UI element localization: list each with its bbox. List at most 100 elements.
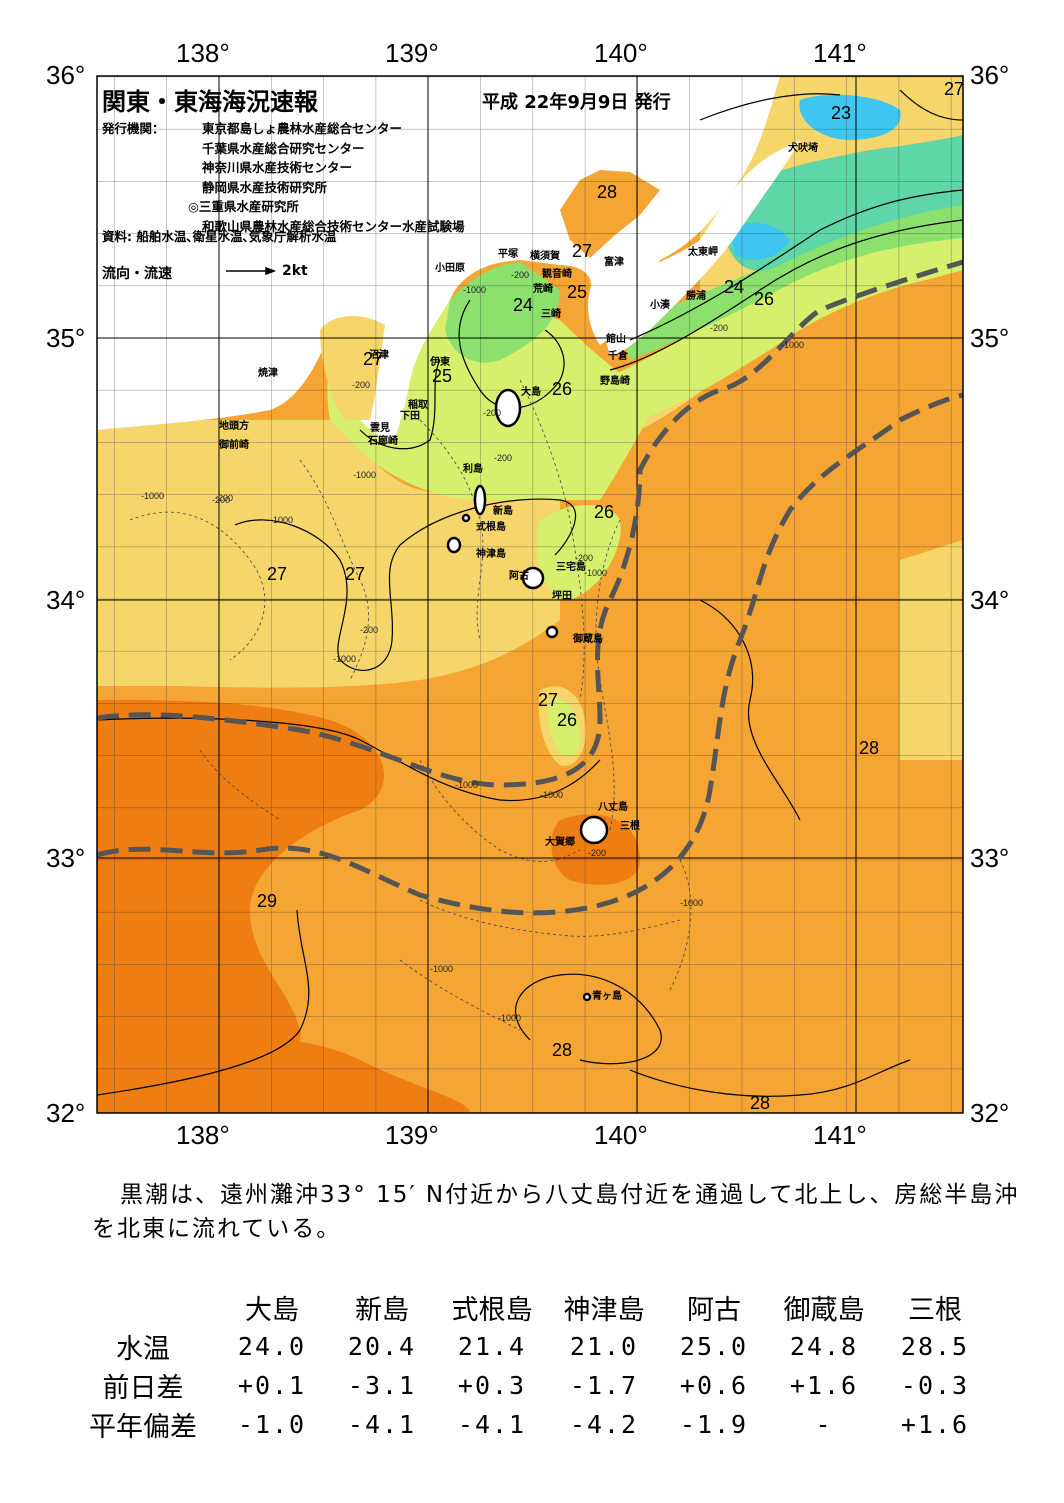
lat-label-32-left: 32° <box>46 1098 86 1128</box>
lat-label-33-left: 33° <box>46 843 86 873</box>
table-row-header: 平年偏差 <box>89 1412 197 1443</box>
issue-date: 平成 22年9月9日 発行 <box>482 92 671 113</box>
isotherm-label: 27 <box>345 564 366 584</box>
table-cell: 24.8 <box>789 1332 859 1361</box>
place-label: 犬吠埼 <box>788 143 818 154</box>
depth-label: -1000 <box>463 285 487 295</box>
depth-label: -200 <box>575 553 594 563</box>
lon-label-141-top: 141° <box>813 38 867 68</box>
isotherm-label: 29 <box>257 891 278 911</box>
isotherm-label: 26 <box>594 502 615 522</box>
table-cell: +1.6 <box>789 1371 859 1400</box>
isotherm-label: 25 <box>432 366 453 386</box>
land-honshu <box>97 76 780 440</box>
flow-scale-arrow <box>226 266 277 276</box>
place-label: 石廊崎 <box>368 436 398 447</box>
tokyo-bay-zone <box>560 170 660 258</box>
depth-label: -200 <box>710 323 729 333</box>
table-cell: -0.3 <box>900 1371 970 1400</box>
isotherm-label: 27 <box>363 349 384 369</box>
isotherm-label: 23 <box>831 103 852 123</box>
lat-label-35-right: 35° <box>970 323 1010 353</box>
table-row-header: 水温 <box>116 1334 170 1365</box>
table-col-header: 阿古 <box>687 1295 741 1326</box>
place-label: 焼津 <box>258 368 278 379</box>
lon-label-141-bottom: 141° <box>813 1120 867 1150</box>
temp-zone-26-east <box>600 235 963 420</box>
issuer-item: 千葉県水産総合研究センター <box>202 140 365 156</box>
depth-label: -1000 <box>353 470 377 480</box>
place-label: 太東岬 <box>688 247 718 258</box>
place-label: 御蔵島 <box>573 634 603 645</box>
lon-label-138-bottom: 138° <box>176 1120 230 1150</box>
table-cell: -1.7 <box>569 1371 639 1400</box>
table-cell: 25.0 <box>679 1332 749 1361</box>
table-row: 平年偏差 -1.0 -4.1 -4.1 -4.2 -1.9 - +1.6 <box>70 1405 990 1444</box>
lat-label-32-right: 32° <box>970 1098 1010 1128</box>
table-cell: -1.0 <box>237 1410 307 1439</box>
depth-label: -200 <box>360 625 379 635</box>
land-boso <box>599 140 800 355</box>
depth-label: -1000 <box>430 964 454 974</box>
table-cell: 20.4 <box>347 1332 417 1361</box>
isotherm-label: 24 <box>513 295 534 315</box>
lon-label-140-bottom: 140° <box>594 1120 648 1150</box>
place-label: 雲見 <box>370 423 390 434</box>
temp-zone-27-east-edge <box>900 540 963 760</box>
depth-label: -200 <box>483 408 502 418</box>
lon-label-139-bottom: 139° <box>385 1120 439 1150</box>
place-label: 阿古 <box>509 571 529 582</box>
depth-contours <box>129 379 692 1031</box>
issuer-item: 静岡県水産技術研究所 <box>202 179 328 195</box>
isotherm-label: 28 <box>552 1040 573 1060</box>
issuer-list: 東京都島しょ農林水産総合センター 千葉県水産総合研究センター 神奈川県水産技術セ… <box>188 119 465 236</box>
isotherm-label: 28 <box>859 738 880 758</box>
place-label: 観音崎 <box>542 269 572 280</box>
kuroshio-axis <box>97 259 963 916</box>
lon-label-140-top: 140° <box>594 38 648 68</box>
isotherm-label: 27 <box>572 241 593 261</box>
table-header-row: 大島 新島 式根島 神津島 阿古 御蔵島 三根 <box>70 1288 990 1327</box>
depth-label: -1000 <box>141 491 165 501</box>
place-label: 大賀郷 <box>545 837 575 848</box>
table-cell: 28.5 <box>900 1332 970 1361</box>
isotherm-label: 25 <box>567 282 588 302</box>
table-row: 前日差 +0.1 -3.1 +0.3 -1.7 +0.6 +1.6 -0.3 <box>70 1366 990 1405</box>
table-cell: +0.3 <box>457 1371 527 1400</box>
table-col-header: 御蔵島 <box>783 1295 865 1326</box>
place-label: 坪田 <box>552 591 572 602</box>
island-temperature-table: 大島 新島 式根島 神津島 阿古 御蔵島 三根 水温 24.0 20.4 21.… <box>70 1288 990 1444</box>
table-cell: -4.2 <box>569 1410 639 1439</box>
place-label: 神津島 <box>476 549 506 560</box>
temp-zone-29-hachijo <box>551 814 640 885</box>
islands <box>446 388 609 1002</box>
place-label: 三根 <box>620 821 640 832</box>
isotherm-label: 27 <box>538 690 559 710</box>
data-sources: 資料: 船舶水温､衛星水温､気象庁解析水温 <box>102 229 337 244</box>
place-label: 大島 <box>521 387 541 398</box>
place-label: 小田原 <box>435 263 465 274</box>
place-label: 館山 <box>606 334 626 345</box>
izu-west-warm <box>320 315 385 420</box>
table-cell: -1.9 <box>679 1410 749 1439</box>
depth-label: -200 <box>215 493 234 503</box>
isotherm-label: 26 <box>754 289 775 309</box>
depth-label: -200 <box>588 848 607 858</box>
depth-label: -200 <box>212 495 231 505</box>
table-col-header: 新島 <box>355 1295 409 1326</box>
lat-label-34-right: 34° <box>970 585 1010 615</box>
temp-zone-26-miyake <box>536 505 621 600</box>
report-title: 関東・東海海況速報 <box>102 88 318 116</box>
temp-zone-25-east <box>620 205 963 360</box>
place-label: 利島 <box>463 464 483 475</box>
place-label: 式根島 <box>476 522 506 533</box>
temp-zone-29-south <box>97 1037 470 1113</box>
issuer-item: ◎三重県水産研究所 <box>188 199 299 214</box>
table-col-header: 三根 <box>908 1295 962 1326</box>
place-label: 沼津 <box>369 350 389 361</box>
table-cell: -4.1 <box>347 1410 417 1439</box>
depth-label: -200 <box>494 453 513 463</box>
place-label: 地頭方 <box>219 421 249 432</box>
table-col-header: 式根島 <box>451 1295 533 1326</box>
